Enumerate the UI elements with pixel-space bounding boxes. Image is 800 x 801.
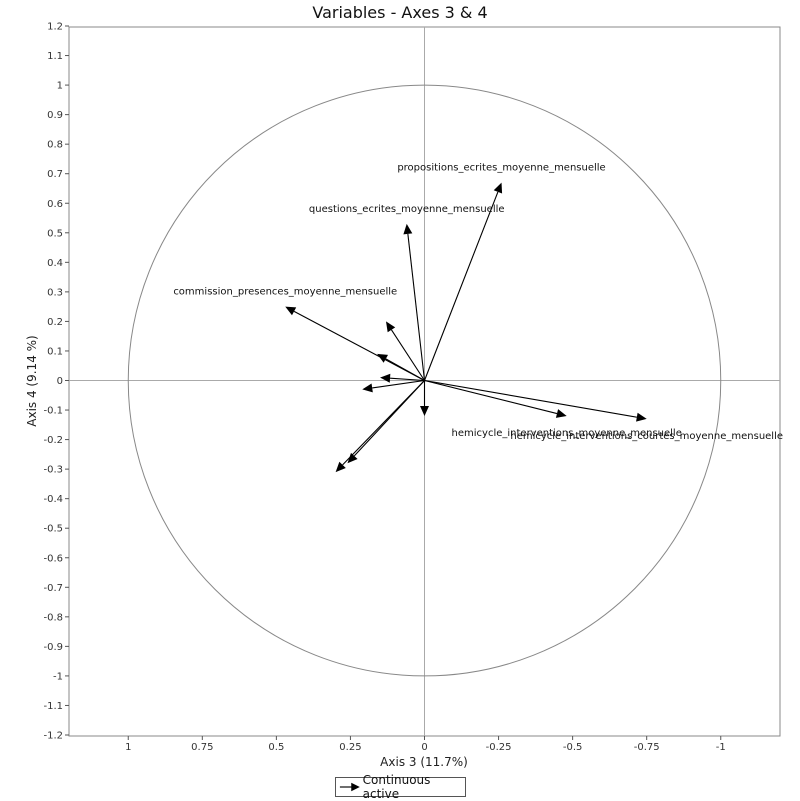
- vector-label: commission_presences_moyenne_mensuelle: [173, 287, 397, 298]
- chart-title: Variables - Axes 3 & 4: [312, 3, 487, 22]
- vector-arrowhead: [335, 461, 346, 473]
- x-tick-label: -1: [716, 742, 726, 753]
- vector-arrowhead: [420, 405, 429, 416]
- y-tick-label: 0.7: [47, 169, 63, 180]
- y-tick-label: 1.1: [47, 51, 63, 62]
- y-tick-label: 0.4: [47, 258, 63, 269]
- variable-vector: [362, 379, 425, 393]
- y-tick-label: 1: [57, 81, 63, 92]
- y-tick-label: -1: [53, 671, 63, 682]
- vectors-group: propositions_ecrites_moyenne_mensuellequ…: [173, 163, 783, 473]
- x-tick-label: 0.75: [191, 742, 213, 753]
- y-tick-label: 0.3: [47, 287, 63, 298]
- vector-arrowhead: [377, 353, 389, 363]
- legend: Continuous active: [335, 773, 466, 801]
- variable-vector: [380, 373, 425, 383]
- y-axis-title: Axis 4 (9.14 %): [25, 335, 39, 426]
- variable-vector: questions_ecrites_moyenne_mensuelle: [309, 204, 505, 381]
- y-tick-label: 0.2: [47, 317, 63, 328]
- ticks-group: 1.2 1.1 1 0.9 0.8 0.7 0.6 0.5 0.4 0.3 0.2 0.1 0 -0.1 -…: [43, 22, 725, 754]
- vector-line: [424, 379, 637, 418]
- y-tick-label: -0.9: [43, 642, 63, 653]
- correlation-circle: [127, 84, 722, 677]
- y-tick-label: 0: [57, 376, 63, 387]
- x-tick-label: 0.25: [339, 742, 361, 753]
- y-tick-label: -0.6: [43, 553, 63, 564]
- y-tick-label: -0.4: [43, 494, 63, 505]
- x-tick-label: 0.5: [268, 742, 284, 753]
- variable-vector: [335, 380, 425, 473]
- y-tick-label: 1.2: [47, 22, 63, 33]
- vector-arrowhead: [380, 373, 391, 383]
- vector-line: [390, 329, 425, 381]
- vector-arrowhead: [285, 306, 297, 316]
- x-tick-label: 1: [125, 742, 131, 753]
- vector-label: hemicycle_interventions_courtes_moyenne_…: [510, 431, 783, 442]
- vector-arrowhead: [362, 383, 373, 393]
- y-tick-label: -1.1: [43, 701, 63, 712]
- variable-vector: hemicycle_interventions_moyenne_mensuell…: [424, 379, 682, 439]
- vector-line: [407, 233, 426, 381]
- vector-line: [390, 377, 425, 382]
- y-tick-label: 0.9: [47, 110, 63, 121]
- x-axis-title: Axis 3 (11.7%): [380, 755, 468, 769]
- y-tick-label: -0.5: [43, 524, 63, 535]
- variable-vector: propositions_ecrites_moyenne_mensuelle: [397, 163, 606, 381]
- y-tick-label: 0.1: [47, 346, 63, 357]
- vector-arrowhead: [385, 321, 396, 333]
- y-tick-label: 0.8: [47, 140, 63, 151]
- y-tick-label: -0.7: [43, 583, 63, 594]
- vector-label: questions_ecrites_moyenne_mensuelle: [309, 204, 505, 215]
- y-tick-label: -0.8: [43, 612, 63, 623]
- legend-label: Continuous active: [362, 773, 431, 801]
- vector-label: propositions_ecrites_moyenne_mensuelle: [397, 163, 605, 174]
- x-tick-label: -0.25: [486, 742, 512, 753]
- vector-arrowhead: [636, 412, 647, 422]
- x-tick-label: -0.75: [634, 742, 660, 753]
- y-tick-label: -0.2: [43, 435, 63, 446]
- vector-line: [424, 379, 558, 415]
- variable-vector: [377, 353, 425, 381]
- y-tick-label: -1.2: [43, 731, 63, 742]
- vector-label: hemicycle_interventions_moyenne_mensuell…: [452, 428, 682, 439]
- x-tick-label: -0.5: [563, 742, 583, 753]
- variable-vector: [385, 321, 425, 381]
- x-tick-label: 0: [421, 742, 427, 753]
- vector-line: [385, 358, 425, 381]
- vector-line: [293, 310, 425, 381]
- vector-arrowhead: [347, 452, 358, 464]
- vector-arrowhead: [403, 223, 413, 235]
- vector-line: [342, 380, 425, 466]
- vector-arrowhead: [555, 409, 567, 418]
- variable-vector: [420, 380, 429, 416]
- vector-line: [372, 379, 425, 389]
- y-tick-label: -0.1: [43, 406, 63, 417]
- y-tick-label: 0.5: [47, 228, 63, 239]
- vector-line: [423, 191, 499, 381]
- y-tick-label: 0.6: [47, 199, 63, 210]
- vector-arrowhead: [493, 182, 503, 194]
- y-tick-label: -0.3: [43, 465, 63, 476]
- variable-vector: hemicycle_interventions_courtes_moyenne_…: [424, 379, 783, 442]
- arrow-icon: [339, 782, 360, 792]
- variable-vector: commission_presences_moyenne_mensuelle: [173, 287, 425, 381]
